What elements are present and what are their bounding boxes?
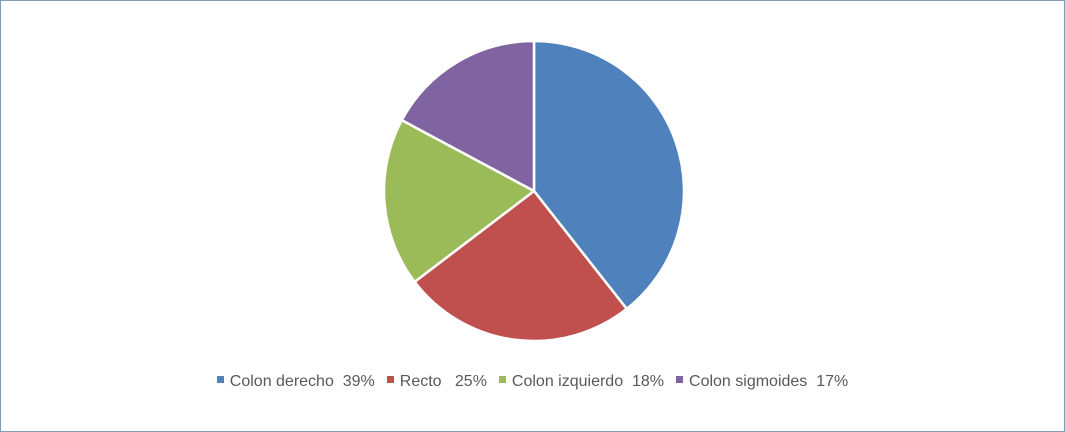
legend-item: Colon sigmoides 17% <box>676 373 848 391</box>
legend-swatch <box>676 376 684 384</box>
legend-label: Colon sigmoides 17% <box>689 373 849 390</box>
legend-swatch <box>386 376 394 384</box>
legend-item: Recto 25% <box>386 373 487 391</box>
legend-label: Colon derecho 39% <box>229 373 375 390</box>
pie-slice-0 <box>532 39 686 311</box>
pie-slice-2 <box>382 118 536 284</box>
legend-label: Colon izquierdo 18% <box>511 373 665 390</box>
legend-item: Colon derecho 39% <box>216 373 375 391</box>
pie-slice-1 <box>413 189 628 343</box>
pie-slice-3 <box>400 39 536 193</box>
legend: Colon derecho 39% Recto 25% Colon izquierd… <box>1 373 1064 391</box>
legend-swatch <box>498 376 506 384</box>
legend-item: Colon izquierdo 18% <box>498 373 665 391</box>
legend-swatch <box>216 376 224 384</box>
legend-label: Recto 25% <box>399 373 487 390</box>
